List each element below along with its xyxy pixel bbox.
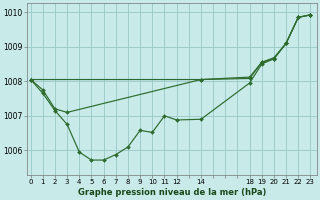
X-axis label: Graphe pression niveau de la mer (hPa): Graphe pression niveau de la mer (hPa) <box>77 188 266 197</box>
